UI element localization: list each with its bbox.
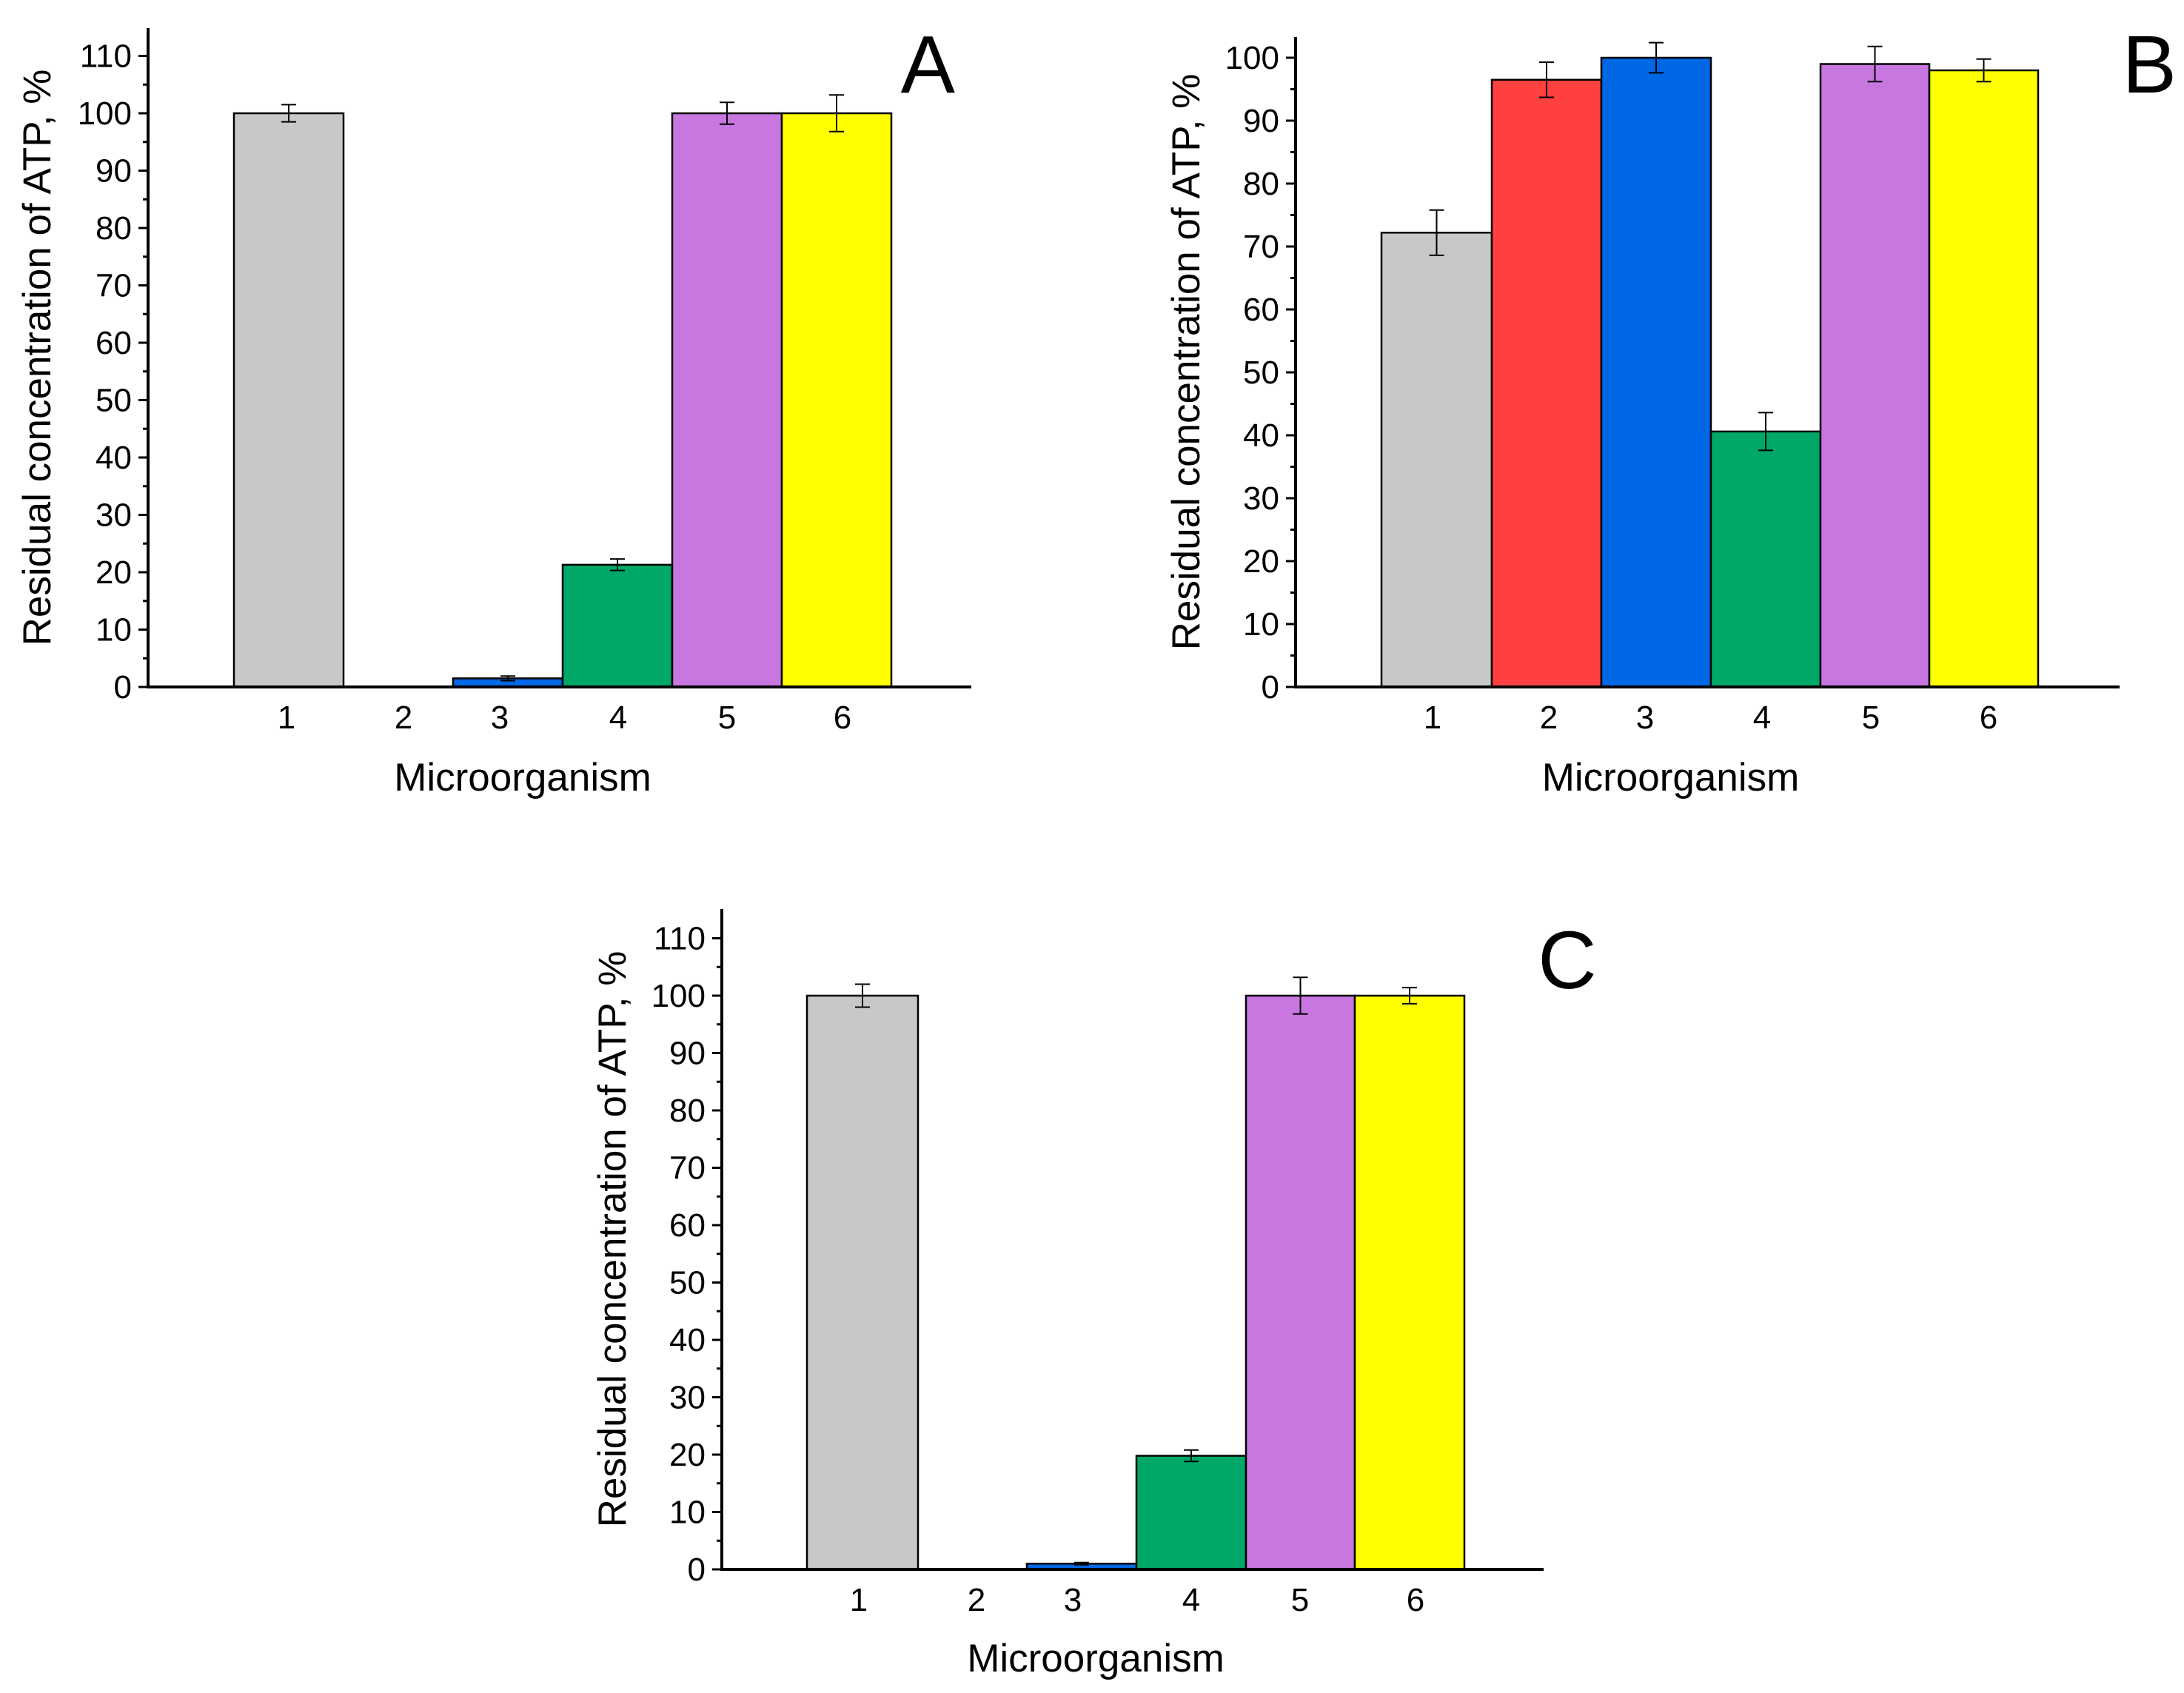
- y-tick-label: 70: [1243, 229, 1279, 265]
- bar-4: [561, 563, 674, 688]
- y-tick-label: 0: [1262, 669, 1279, 705]
- bar-1: [805, 994, 920, 1571]
- panel-label: B: [2123, 19, 2177, 110]
- y-tick-label: 10: [1243, 606, 1279, 643]
- panel-label: A: [901, 19, 956, 110]
- y-tick-label: 80: [1243, 166, 1279, 202]
- x-axis-title: Microorganism: [394, 756, 651, 799]
- error-bar-4: [1184, 1449, 1199, 1463]
- chart-panel-c: 0 10 20 30 40 50 60 70 80 90 100 110 1 2 3 4 5 6 Microorga…: [591, 909, 1597, 1680]
- y-tick-label: 60: [669, 1207, 706, 1244]
- y-tick-label: 40: [96, 440, 132, 476]
- x-tick-label: 5: [1291, 1582, 1309, 1618]
- x-tick-label: 2: [1540, 700, 1558, 736]
- y-tick-label: 100: [1225, 40, 1279, 76]
- y-tick-label: 100: [651, 978, 706, 1014]
- bar-1: [1380, 232, 1493, 688]
- y-tick-label: 60: [96, 325, 132, 361]
- y-tick-label: 10: [96, 612, 132, 648]
- y-tick-label: 30: [1243, 480, 1279, 517]
- x-tick-label: 2: [395, 700, 412, 736]
- bar-6: [780, 112, 893, 688]
- x-tick-label: 1: [278, 700, 295, 736]
- y-tick-label: 20: [669, 1437, 706, 1473]
- error-bar-5: [720, 101, 734, 125]
- y-tick-label: 10: [669, 1495, 706, 1531]
- error-bar-6: [1976, 58, 1992, 83]
- bar-4: [1709, 430, 1822, 688]
- y-tick-label: 40: [669, 1322, 706, 1358]
- error-bar-1: [1429, 209, 1444, 256]
- y-axis-title: Residual concentration of ATP, %: [1165, 74, 1208, 651]
- y-tick-label: 40: [1243, 418, 1279, 454]
- x-tick-label: 6: [1980, 700, 1997, 736]
- bar-5: [671, 112, 783, 688]
- bar-6: [1928, 69, 2040, 688]
- x-tick-label: 4: [1753, 700, 1771, 736]
- y-tick-label: 50: [669, 1265, 706, 1301]
- y-tick-label: 110: [80, 38, 132, 75]
- error-bar-1: [855, 983, 870, 1008]
- x-tick-label: 1: [850, 1582, 868, 1618]
- y-tick-label: 20: [1243, 543, 1279, 580]
- bar-4: [1135, 1455, 1247, 1571]
- x-tick-label: 6: [834, 700, 851, 736]
- error-bar-4: [1758, 412, 1773, 452]
- y-tick-label: 50: [1243, 355, 1279, 391]
- y-tick-label: 20: [96, 554, 132, 591]
- y-tick-label: 80: [96, 210, 132, 247]
- bar-5: [1245, 994, 1356, 1571]
- x-tick-label: 5: [718, 700, 736, 736]
- bar-6: [1353, 994, 1466, 1571]
- x-tick-label: 4: [1182, 1582, 1200, 1618]
- x-tick-label: 5: [1862, 700, 1880, 736]
- error-bar-3: [1074, 1561, 1089, 1566]
- y-tick-label: 90: [1243, 103, 1279, 139]
- bar-3: [1600, 56, 1712, 688]
- y-tick-label: 60: [1243, 292, 1279, 328]
- x-tick-label: 3: [1636, 700, 1654, 736]
- error-bar-6: [1402, 987, 1417, 1005]
- error-bar-3: [1649, 41, 1664, 74]
- x-axis-title: Microorganism: [1542, 756, 1800, 799]
- error-bar-3: [500, 675, 515, 682]
- y-tick-label: 90: [669, 1036, 706, 1072]
- error-bar-6: [829, 94, 844, 133]
- y-tick-label: 70: [96, 268, 132, 304]
- panel-label: C: [1538, 915, 1596, 1006]
- error-bar-5: [1293, 976, 1308, 1015]
- x-tick-label: 2: [968, 1582, 985, 1618]
- y-tick-label: 30: [96, 497, 132, 534]
- bar-1: [232, 112, 345, 688]
- error-bar-1: [281, 104, 296, 123]
- y-tick-label: 110: [654, 921, 706, 957]
- error-bar-5: [1867, 45, 1883, 83]
- y-tick-label: 30: [669, 1380, 706, 1416]
- x-tick-label: 4: [609, 700, 627, 736]
- y-tick-label: 50: [96, 383, 132, 419]
- x-tick-label: 3: [1064, 1582, 1082, 1618]
- bar-2: [1490, 78, 1603, 688]
- chart-panel-a: 0 10 20 30 40 50 60 70 80 90 100 110 1 2 3 4 5 6 Microorga…: [16, 19, 971, 799]
- y-tick-label: 100: [78, 95, 132, 132]
- chart-panel-b: 0 10 20 30 40 50 60 70 80 90 100 1 2 3 4 5 6 Microorganis…: [1165, 19, 2177, 799]
- x-axis-title: Microorganism: [967, 1637, 1225, 1680]
- y-tick-label: 70: [669, 1150, 706, 1187]
- error-bar-4: [610, 558, 625, 571]
- y-axis-title: Residual concentration of ATP, %: [16, 70, 59, 646]
- y-tick-label: 0: [688, 1552, 706, 1588]
- error-bar-2: [1539, 61, 1554, 98]
- bar-5: [1819, 63, 1931, 688]
- y-tick-label: 90: [96, 153, 132, 190]
- y-axis-title: Residual concentration of ATP, %: [591, 951, 634, 1528]
- x-tick-label: 6: [1407, 1582, 1424, 1618]
- y-tick-label: 80: [669, 1093, 706, 1129]
- x-tick-label: 1: [1424, 700, 1441, 736]
- y-tick-label: 0: [114, 669, 132, 705]
- x-tick-label: 3: [491, 700, 509, 736]
